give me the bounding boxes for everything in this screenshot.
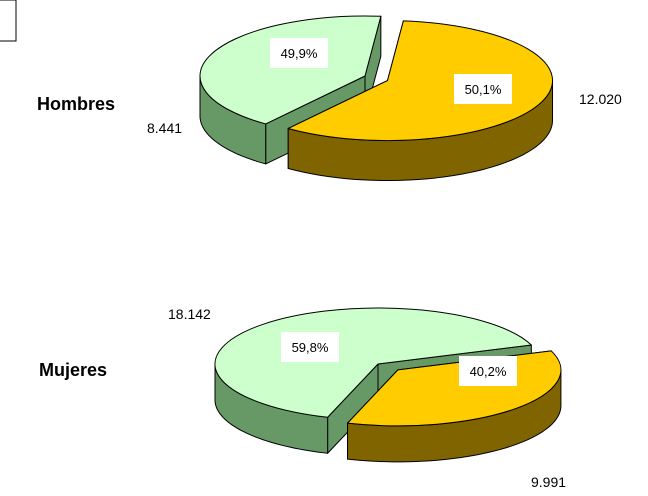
percent-label-hombres-green: 49,9% (281, 46, 318, 61)
value-label-mujeres-green: 18.142 (168, 306, 211, 322)
percent-box (281, 332, 339, 362)
value-label-hombres-green: 8.441 (147, 120, 182, 136)
percent-box (459, 356, 517, 386)
value-label-hombres-yellow: 12.020 (579, 91, 622, 107)
percent-label-mujeres-green: 59,8% (292, 340, 329, 355)
value-label-mujeres-yellow: 9.991 (531, 474, 566, 490)
percent-label-hombres-yellow: 50,1% (465, 82, 502, 97)
percent-box (454, 74, 512, 104)
percent-label-mujeres-yellow: 40,2% (470, 364, 507, 379)
row-label-hombres: Hombres (37, 94, 115, 114)
pie-slice-yellow (287, 20, 554, 142)
row-label-mujeres: Mujeres (39, 360, 107, 380)
percent-box (270, 38, 328, 68)
pie-slice-green (199, 15, 382, 125)
pie-chart-hombres (199, 15, 554, 182)
legend-box-fragment (0, 0, 17, 42)
